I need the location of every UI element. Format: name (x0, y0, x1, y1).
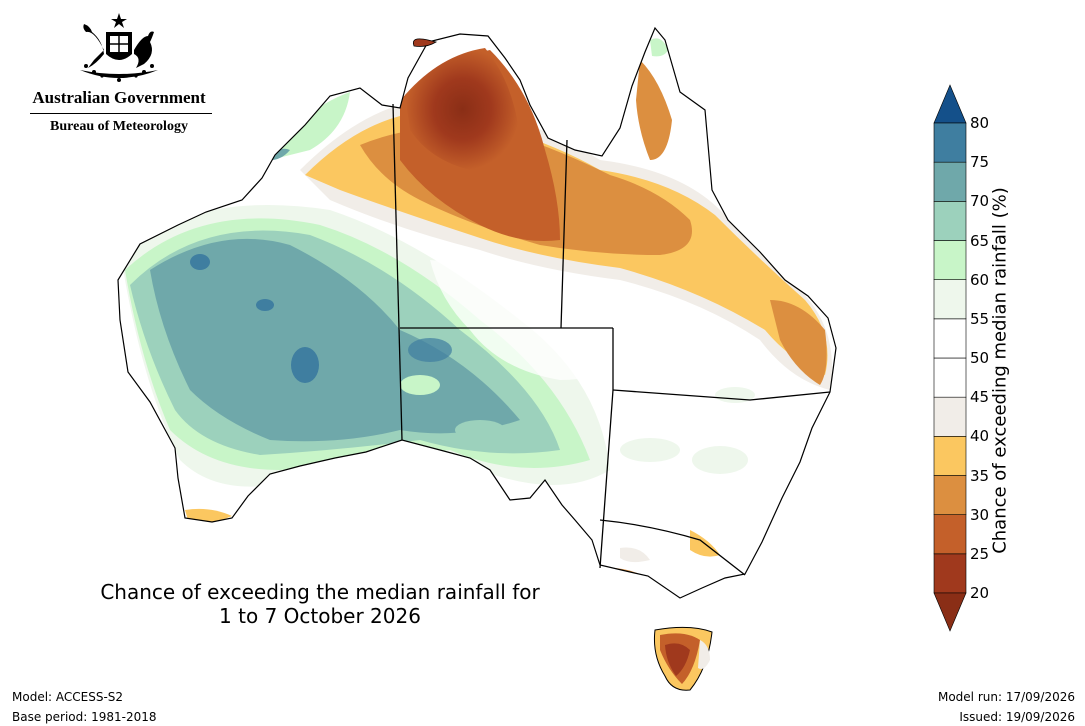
legend-tick-label: 35 (970, 466, 990, 485)
legend-tick-label: 75 (970, 153, 990, 172)
legend-tick-label: 70 (970, 192, 990, 211)
legend-swatch (933, 318, 967, 359)
model-label: Model: ACCESS-S2 (12, 690, 124, 704)
issued-label: Issued: 19/09/2026 (959, 710, 1075, 724)
map-title: Chance of exceeding the median rainfall … (70, 580, 570, 628)
logo-divider (30, 113, 212, 114)
legend-swatch (933, 279, 967, 320)
legend-tick-label: 25 (970, 544, 990, 563)
legend-tick-label: 80 (970, 114, 990, 132)
map-title-line1: Chance of exceeding the median rainfall … (100, 580, 540, 604)
bom-logo: Australian Government Bureau of Meteorol… (24, 10, 224, 140)
legend-swatch (933, 240, 967, 280)
government-name: Australian Government (32, 88, 206, 107)
legend-arrow-low (933, 592, 967, 632)
base-period-label: Base period: 1981-2018 (12, 710, 157, 724)
legend-title: Chance of exceeding median rainfall (%) (989, 187, 1011, 554)
legend-swatch (933, 122, 967, 163)
legend: 20 25 30 35 40 45 50 55 60 65 70 75 80 (920, 80, 1080, 640)
legend-swatch (933, 553, 967, 594)
legend-tick-label: 65 (970, 231, 990, 250)
bureau-name: Bureau of Meteorology (50, 119, 188, 134)
legend-swatch (933, 201, 967, 241)
map-title-line2: 1 to 7 October 2026 (219, 604, 421, 628)
legend-arrow-high (933, 84, 967, 124)
legend-tick-label: 40 (970, 427, 990, 446)
legend-swatch (933, 436, 967, 476)
legend-tick-label: 60 (970, 270, 990, 289)
legend-swatch (933, 514, 967, 555)
rainfall-map (117, 26, 837, 691)
legend-tick-label: 55 (970, 309, 990, 328)
legend-tick-label: 50 (970, 349, 990, 367)
legend-tick-label: 20 (970, 584, 990, 602)
legend-swatch (933, 161, 967, 202)
legend-swatch (933, 357, 967, 398)
legend-tick-label: 45 (970, 388, 990, 407)
legend-colorbar (933, 84, 967, 632)
legend-swatch (933, 475, 967, 515)
model-run-label: Model run: 17/09/2026 (937, 690, 1075, 704)
legend-tick-label: 30 (970, 505, 990, 524)
coat-of-arms-icon (80, 13, 158, 82)
legend-swatch (933, 396, 967, 437)
